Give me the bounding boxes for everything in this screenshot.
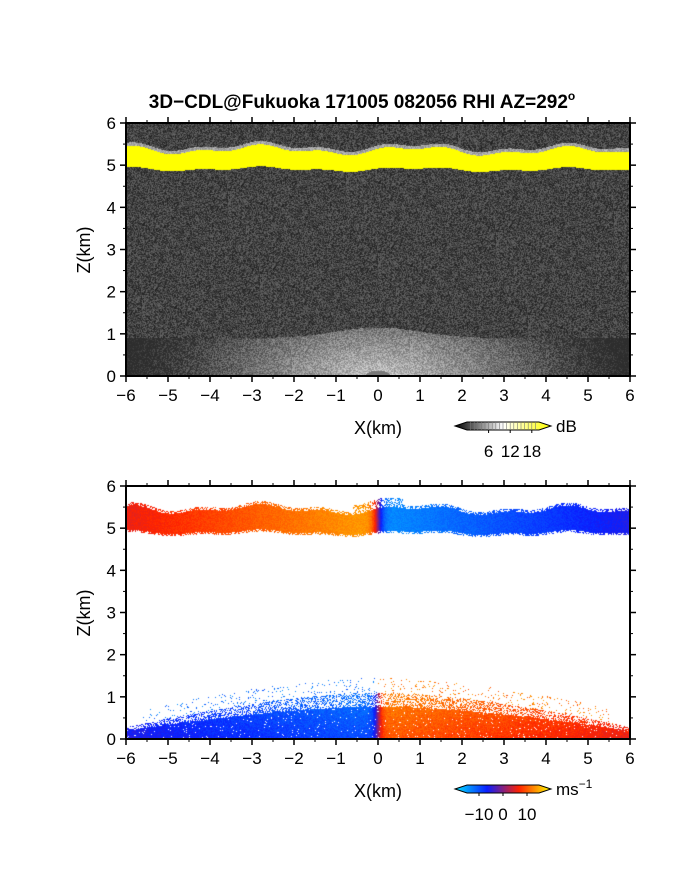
- y-tick-label: 3: [107, 241, 116, 260]
- velocity-xlabel: X(km): [354, 781, 402, 801]
- x-tick-label: 4: [541, 749, 550, 768]
- chart-title: 3D−CDL@Fukuoka 171005 082056 RHI AZ=292o: [149, 89, 576, 113]
- y-tick-label: 5: [107, 519, 116, 538]
- x-tick-label: 1: [415, 749, 424, 768]
- x-tick-label: −5: [158, 749, 177, 768]
- y-tick-label: 0: [107, 730, 116, 749]
- colorbar-unit: ms−1: [556, 777, 593, 799]
- colorbar-tick-label: 6: [484, 442, 493, 461]
- velocity-ylabel: Z(km): [74, 590, 94, 637]
- x-tick-label: −4: [200, 386, 219, 405]
- velocity-heatmap: [126, 486, 630, 739]
- colorbar-tick-label: 0: [498, 805, 507, 824]
- y-tick-label: 5: [107, 156, 116, 175]
- y-tick-label: 1: [107, 688, 116, 707]
- velocity-colorbar: −10 0 10 ms−1: [453, 777, 593, 824]
- x-tick-label: 6: [625, 749, 634, 768]
- colorbar-tick-label: 10: [518, 805, 537, 824]
- x-tick-label: −4: [200, 749, 219, 768]
- y-tick-label: 6: [107, 477, 116, 496]
- x-tick-label: 6: [625, 386, 634, 405]
- snr-xlabel: X(km): [354, 418, 402, 438]
- x-tick-label: 5: [583, 386, 592, 405]
- x-tick-label: −3: [242, 386, 261, 405]
- colorbar-ramp: [453, 784, 553, 794]
- snr-ylabel: Z(km): [74, 227, 94, 274]
- x-tick-label: −2: [284, 386, 303, 405]
- y-tick-label: 4: [107, 198, 116, 217]
- x-tick-label: −6: [116, 386, 135, 405]
- x-tick-label: 2: [457, 386, 466, 405]
- x-tick-label: 5: [583, 749, 592, 768]
- x-tick-label: 4: [541, 386, 550, 405]
- x-tick-label: 3: [499, 749, 508, 768]
- y-tick-label: 2: [107, 283, 116, 302]
- x-tick-label: −2: [284, 749, 303, 768]
- y-tick-label: 2: [107, 646, 116, 665]
- colorbar-tick-label: −10: [465, 805, 494, 824]
- x-tick-label: −3: [242, 749, 261, 768]
- x-tick-label: 2: [457, 749, 466, 768]
- y-tick-label: 6: [107, 114, 116, 133]
- x-tick-label: −1: [326, 749, 345, 768]
- snr-heatmap: [126, 123, 630, 376]
- x-tick-label: 0: [373, 386, 382, 405]
- y-tick-label: 4: [107, 561, 116, 580]
- y-tick-label: 3: [107, 604, 116, 623]
- colorbar-tick-label: 12: [501, 442, 520, 461]
- x-tick-label: 1: [415, 386, 424, 405]
- colorbar-tick-label: 18: [522, 442, 541, 461]
- x-tick-label: −1: [326, 386, 345, 405]
- velocity-axis-ticks: −6 −5 −4 −3 −2 −1 0 1 2 3 4 5 6 0 1 2 3 4 5 6: [107, 477, 636, 768]
- y-tick-label: 0: [107, 367, 116, 386]
- y-tick-label: 1: [107, 325, 116, 344]
- x-tick-label: −6: [116, 749, 135, 768]
- snr-colorbar: 6 12 18 dB: [453, 417, 577, 461]
- x-tick-label: 3: [499, 386, 508, 405]
- snr-axis-ticks: −6 −5 −4 −3 −2 −1 0 1 2 3 4 5 6 0 1 2 3 4 5 6: [107, 114, 636, 405]
- x-tick-label: 0: [373, 749, 382, 768]
- x-tick-label: −5: [158, 386, 177, 405]
- colorbar-unit: dB: [556, 417, 577, 436]
